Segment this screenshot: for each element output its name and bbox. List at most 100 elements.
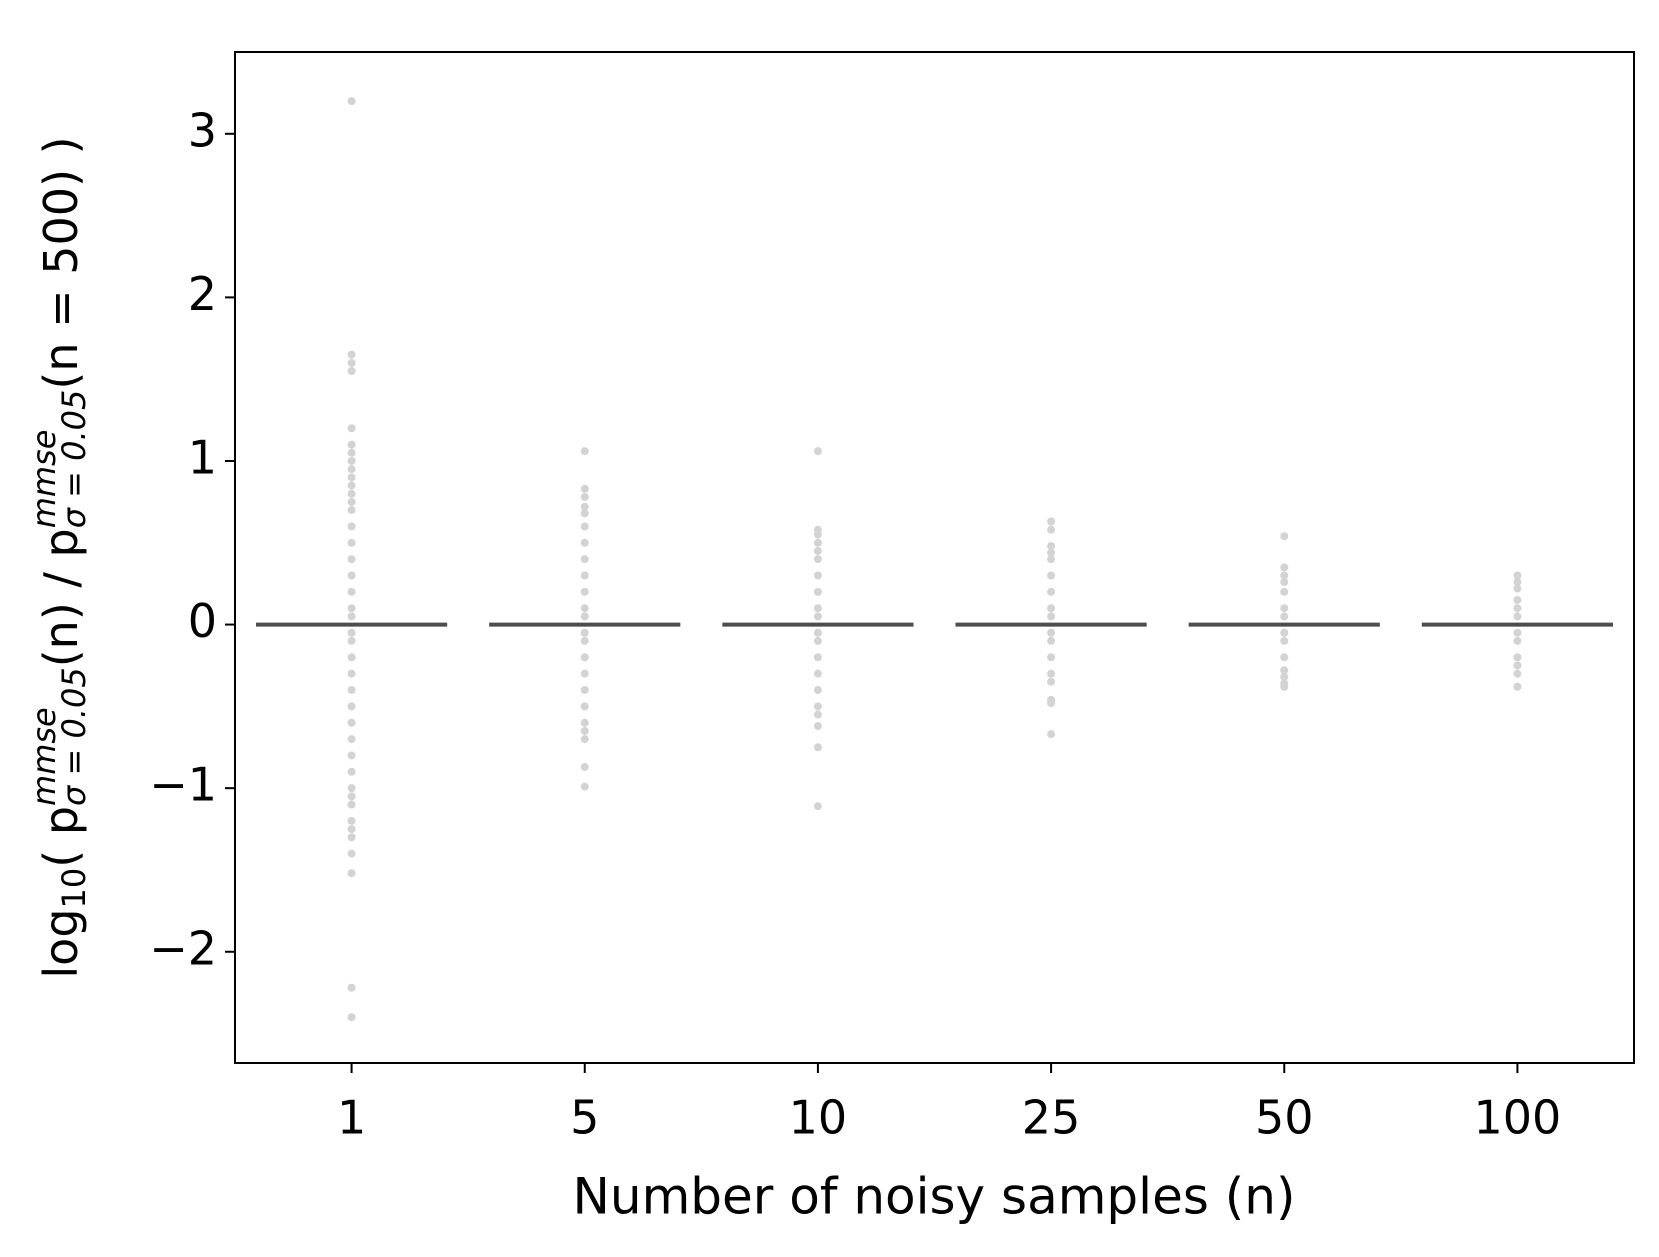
data-point [580, 492, 589, 501]
data-point [1047, 571, 1056, 580]
data-point [1513, 653, 1522, 662]
data-point [347, 767, 356, 776]
data-point [813, 587, 822, 596]
data-point [813, 722, 822, 730]
data-point [1513, 596, 1522, 605]
data-point [580, 782, 589, 791]
y-tick-label: 0 [188, 594, 217, 648]
data-point [1280, 604, 1289, 613]
data-point [347, 669, 356, 678]
data-point [1280, 532, 1289, 541]
data-point [813, 710, 822, 719]
data-point [347, 367, 356, 376]
x-tick-label: 1 [337, 1091, 366, 1145]
y-tick-label: −1 [149, 758, 217, 812]
y-axis-label-part: mmse [25, 707, 63, 806]
y-axis-label-part: mmse [25, 430, 63, 529]
data-point [347, 358, 356, 367]
x-tick-label: 5 [570, 1091, 599, 1145]
data-point [347, 636, 356, 645]
data-point [580, 702, 589, 711]
data-point [347, 522, 356, 531]
data-point [580, 571, 589, 580]
data-point [580, 587, 589, 596]
data-point [580, 447, 589, 456]
y-tick-label: −2 [149, 921, 217, 975]
data-point [1047, 548, 1056, 557]
data-point [347, 555, 356, 564]
data-point [580, 555, 589, 564]
data-point [347, 424, 356, 433]
data-point [1280, 612, 1289, 621]
data-point [580, 735, 589, 744]
data-point [1047, 653, 1056, 662]
y-tick-label: 1 [188, 430, 217, 484]
data-point [580, 538, 589, 547]
data-point [1280, 628, 1289, 637]
data-point [347, 833, 356, 842]
data-point [580, 686, 589, 695]
data-point [813, 636, 822, 645]
data-point [813, 538, 822, 547]
y-axis-label-part: log [34, 908, 88, 978]
data-point [1280, 578, 1289, 587]
data-point [580, 612, 589, 621]
data-point [1513, 628, 1522, 637]
data-point [347, 653, 356, 662]
data-point [813, 555, 822, 564]
data-point [1047, 612, 1056, 621]
data-point [580, 718, 589, 727]
data-point [1513, 636, 1522, 645]
plot-frame [234, 51, 1635, 1064]
data-point [1047, 555, 1056, 564]
data-point [1280, 636, 1289, 645]
y-axis-label-part: (n = 500) ) [34, 136, 88, 389]
data-point [347, 735, 356, 744]
x-axis-label: Number of noisy samples (n) [573, 1168, 1296, 1226]
data-point [580, 669, 589, 678]
data-point [580, 502, 589, 511]
y-tick-label: 3 [188, 103, 217, 157]
data-point [347, 604, 356, 613]
data-point [347, 489, 356, 498]
data-point [1047, 517, 1056, 526]
data-point [1047, 604, 1056, 613]
data-point [1513, 571, 1522, 580]
data-point [580, 726, 589, 735]
data-point [347, 440, 356, 449]
data-point [347, 849, 356, 858]
data-point [347, 465, 356, 474]
data-point [1047, 587, 1056, 596]
data-point [1280, 587, 1289, 596]
data-point [347, 751, 356, 760]
data-point [580, 484, 589, 493]
data-point [347, 792, 356, 801]
data-point [1047, 636, 1056, 645]
data-point [1047, 669, 1056, 678]
data-point [347, 473, 356, 482]
data-point [347, 97, 356, 106]
data-point [813, 447, 822, 456]
data-point [580, 628, 589, 637]
y-axis-label-part: ( p [34, 806, 88, 868]
x-tick-label: 10 [789, 1091, 848, 1145]
data-point [580, 604, 589, 613]
y-tick-label: 2 [188, 267, 217, 321]
data-point [813, 612, 822, 621]
data-point [347, 456, 356, 465]
data-point [347, 702, 356, 711]
data-point [1513, 612, 1522, 621]
x-tick-label: 100 [1474, 1091, 1562, 1145]
data-point [1047, 730, 1056, 739]
data-point [813, 702, 822, 711]
data-point [347, 448, 356, 457]
data-point [813, 686, 822, 695]
y-axis-label-part: (n) / p [34, 528, 88, 667]
data-point [1513, 584, 1522, 593]
data-point [813, 653, 822, 662]
data-point [1513, 604, 1522, 613]
data-point [1047, 525, 1056, 534]
data-point [1280, 563, 1289, 572]
y-axis-label: log10( pmmseσ = 0.05(n) / pmmseσ = 0.05(… [25, 136, 93, 978]
data-point [813, 530, 822, 539]
